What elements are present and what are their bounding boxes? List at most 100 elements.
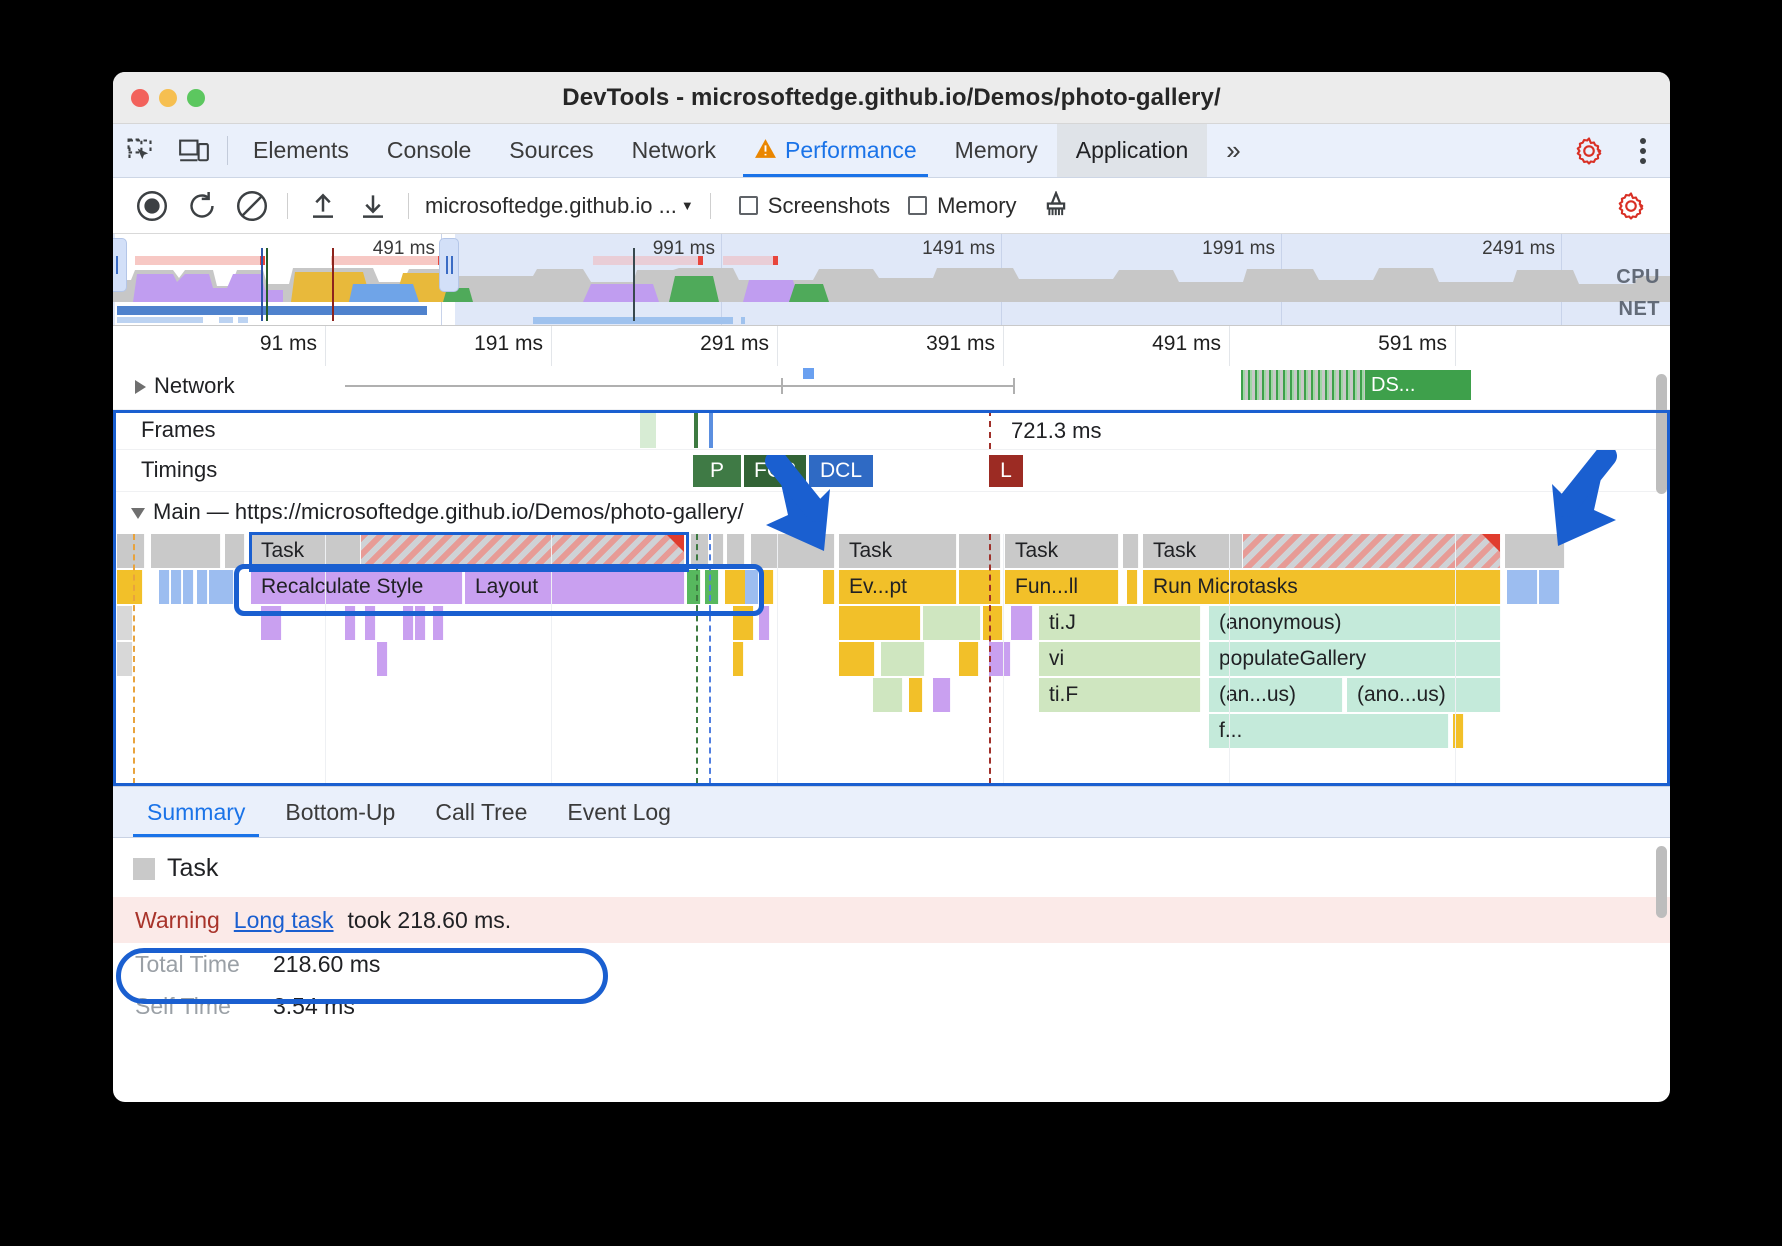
flame-box[interactable] [117,570,143,604]
flame-box[interactable] [909,678,923,712]
flame-box-recalculate-style[interactable]: Recalculate Style [251,570,463,604]
flame-box-task[interactable] [691,534,709,568]
flame-box[interactable] [117,606,133,640]
save-profile-icon[interactable] [348,183,398,229]
flame-box[interactable] [839,606,921,640]
flame-box-run-microtasks[interactable]: Run Microtasks [1143,570,1501,604]
flame-box[interactable] [1453,714,1464,748]
flame-box[interactable] [959,570,1001,604]
flame-box[interactable] [933,678,951,712]
flame-box[interactable] [117,642,133,676]
timeline-overview[interactable]: 491 ms 991 ms 1491 ms 1991 ms 2491 ms [113,234,1670,326]
flame-box-task[interactable] [1123,534,1139,568]
flame-box-task-long-hatched[interactable] [361,534,685,568]
flame-box[interactable] [377,642,388,676]
flame-box[interactable] [271,606,282,640]
close-window-button[interactable] [131,88,149,107]
flame-box[interactable] [823,570,835,604]
tab-network[interactable]: Network [613,124,735,177]
tab-summary[interactable]: Summary [127,787,265,837]
flame-box-vi[interactable]: vi [1039,642,1201,676]
flame-box[interactable] [171,570,182,604]
flame-box[interactable] [989,642,1011,676]
main-track-title[interactable]: Main — https://microsoftedge.github.io/D… [131,499,744,525]
profile-url-select[interactable]: microsoftedge.github.io ... ▼ [419,193,700,219]
flame-box-anonymous[interactable]: (anonymous) [1209,606,1501,640]
track-timings[interactable]: Timings P FCP DCL L [113,450,1670,492]
network-track-title[interactable]: Network [135,373,235,399]
flame-box-task[interactable] [1505,534,1565,568]
track-frames[interactable]: Frames 721.3 ms [113,410,1670,450]
flame-box-function-call[interactable]: Fun...ll [1005,570,1119,604]
flame-box[interactable] [183,570,194,604]
flame-box[interactable] [1011,606,1033,640]
flame-box[interactable] [959,642,979,676]
triangle-right-icon[interactable] [135,380,146,395]
flame-box[interactable] [1549,570,1560,604]
flame-box-task[interactable] [117,534,145,568]
flame-box[interactable] [983,606,1003,640]
flame-box-ti-j[interactable]: ti.J [1039,606,1201,640]
screenshots-checkbox[interactable]: Screenshots [738,193,890,219]
flame-box[interactable] [745,570,759,604]
more-tabs-button[interactable]: » [1207,124,1259,177]
flame-box[interactable] [433,606,444,640]
maximize-window-button[interactable] [187,88,205,107]
flame-box[interactable] [839,642,875,676]
inspect-element-icon[interactable] [113,124,167,177]
flame-box-anon-2[interactable]: (ano...us) [1347,678,1501,712]
tab-memory[interactable]: Memory [936,124,1057,177]
long-task-link[interactable]: Long task [233,906,334,933]
flame-box-event[interactable]: Ev...pt [839,570,957,604]
timing-marker-fp[interactable]: P [693,455,741,487]
flame-box-layout[interactable]: Layout [465,570,685,604]
tab-call-tree[interactable]: Call Tree [415,787,547,837]
summary-scrollbar[interactable] [1656,846,1667,918]
gear-icon[interactable] [1562,124,1616,177]
minimize-window-button[interactable] [159,88,177,107]
capture-settings-icon[interactable] [1606,183,1656,229]
flame-box-task-selected[interactable]: Task [251,534,361,568]
tab-console[interactable]: Console [368,124,490,177]
overview-selection-right-handle[interactable] [439,238,459,292]
flame-box[interactable] [197,570,208,604]
flame-box[interactable] [873,678,903,712]
flame-box[interactable] [345,606,356,640]
flame-box[interactable] [365,606,376,640]
load-profile-icon[interactable] [298,183,348,229]
flame-box-anon-1[interactable]: (an...us) [1209,678,1343,712]
overview-selection-left-handle[interactable] [113,238,127,292]
flame-box[interactable] [763,570,774,604]
triangle-down-icon[interactable] [131,507,145,519]
tab-bottom-up[interactable]: Bottom-Up [265,787,415,837]
flame-box[interactable] [159,570,170,604]
track-main-header[interactable]: Main — https://microsoftedge.github.io/D… [113,492,1670,534]
memory-checkbox[interactable]: Memory [908,193,1017,219]
flame-box[interactable] [759,606,770,640]
tab-application[interactable]: Application [1056,124,1208,177]
flame-box[interactable] [705,570,719,604]
flame-box-task[interactable]: Task [1143,534,1243,568]
track-network[interactable]: Network DS... [113,366,1670,410]
collect-garbage-icon[interactable] [1031,183,1081,229]
tab-event-log[interactable]: Event Log [547,787,691,837]
flame-box-task[interactable] [225,534,245,568]
flame-box[interactable] [415,606,426,640]
timing-marker-dcl[interactable]: DCL [809,455,873,487]
flame-box-populate-gallery[interactable]: populateGallery [1209,642,1501,676]
flame-box[interactable] [1127,570,1138,604]
flame-box-task-long-hatched[interactable] [1243,534,1501,568]
timing-marker-l[interactable]: L [989,455,1023,487]
tab-performance[interactable]: Performance [735,124,936,177]
flame-box-task[interactable] [713,534,724,568]
flame-box-task[interactable] [151,534,221,568]
clear-button[interactable] [227,183,277,229]
tab-elements[interactable]: Elements [234,124,368,177]
tracks-scrollbar[interactable] [1656,374,1667,494]
flame-box-task[interactable] [959,534,1001,568]
flame-box-task[interactable]: Task [839,534,957,568]
main-flame-chart[interactable]: Task Task Task [113,532,1670,784]
flame-box[interactable] [923,606,981,640]
flame-box[interactable] [881,642,925,676]
flame-box[interactable] [687,570,701,604]
